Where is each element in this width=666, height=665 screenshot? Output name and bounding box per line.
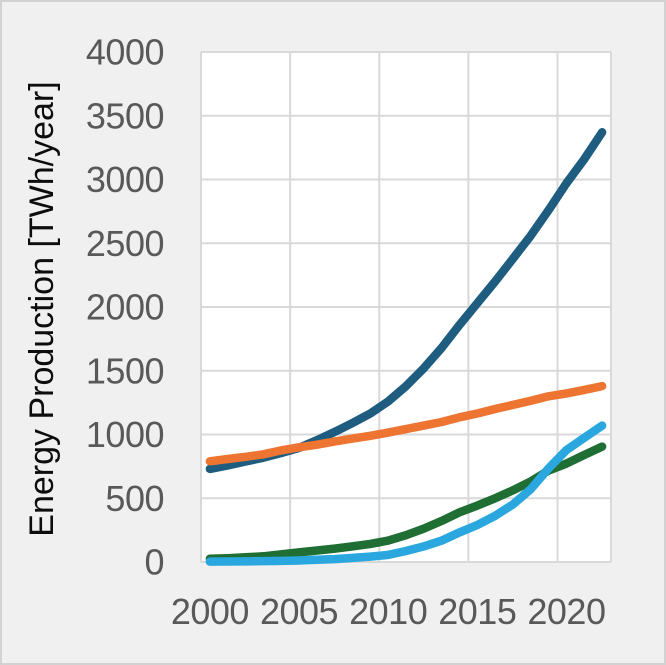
orange-line bbox=[205, 381, 607, 466]
y-tick-label-2500: 2500 bbox=[86, 223, 164, 264]
y-tick-label-2000: 2000 bbox=[86, 287, 164, 328]
y-tick-label-3500: 3500 bbox=[86, 95, 164, 136]
y-tick-label-500: 500 bbox=[105, 478, 164, 519]
x-tick-label-2015: 2015 bbox=[438, 591, 516, 632]
y-axis-title: Energy Production [TWh/year] bbox=[23, 81, 61, 537]
x-tick-label-2020: 2020 bbox=[527, 591, 605, 632]
y-tick-label-1000: 1000 bbox=[86, 414, 164, 455]
y-tick-label-4000: 4000 bbox=[86, 32, 164, 73]
x-tick-label-2010: 2010 bbox=[349, 591, 427, 632]
y-tick-label-0: 0 bbox=[144, 542, 164, 583]
x-tick-label-2000: 2000 bbox=[171, 591, 249, 632]
light-blue-line bbox=[205, 421, 607, 566]
y-tick-label-3000: 3000 bbox=[86, 159, 164, 200]
y-tick-label-1500: 1500 bbox=[86, 350, 164, 391]
x-tick-label-2005: 2005 bbox=[260, 591, 338, 632]
